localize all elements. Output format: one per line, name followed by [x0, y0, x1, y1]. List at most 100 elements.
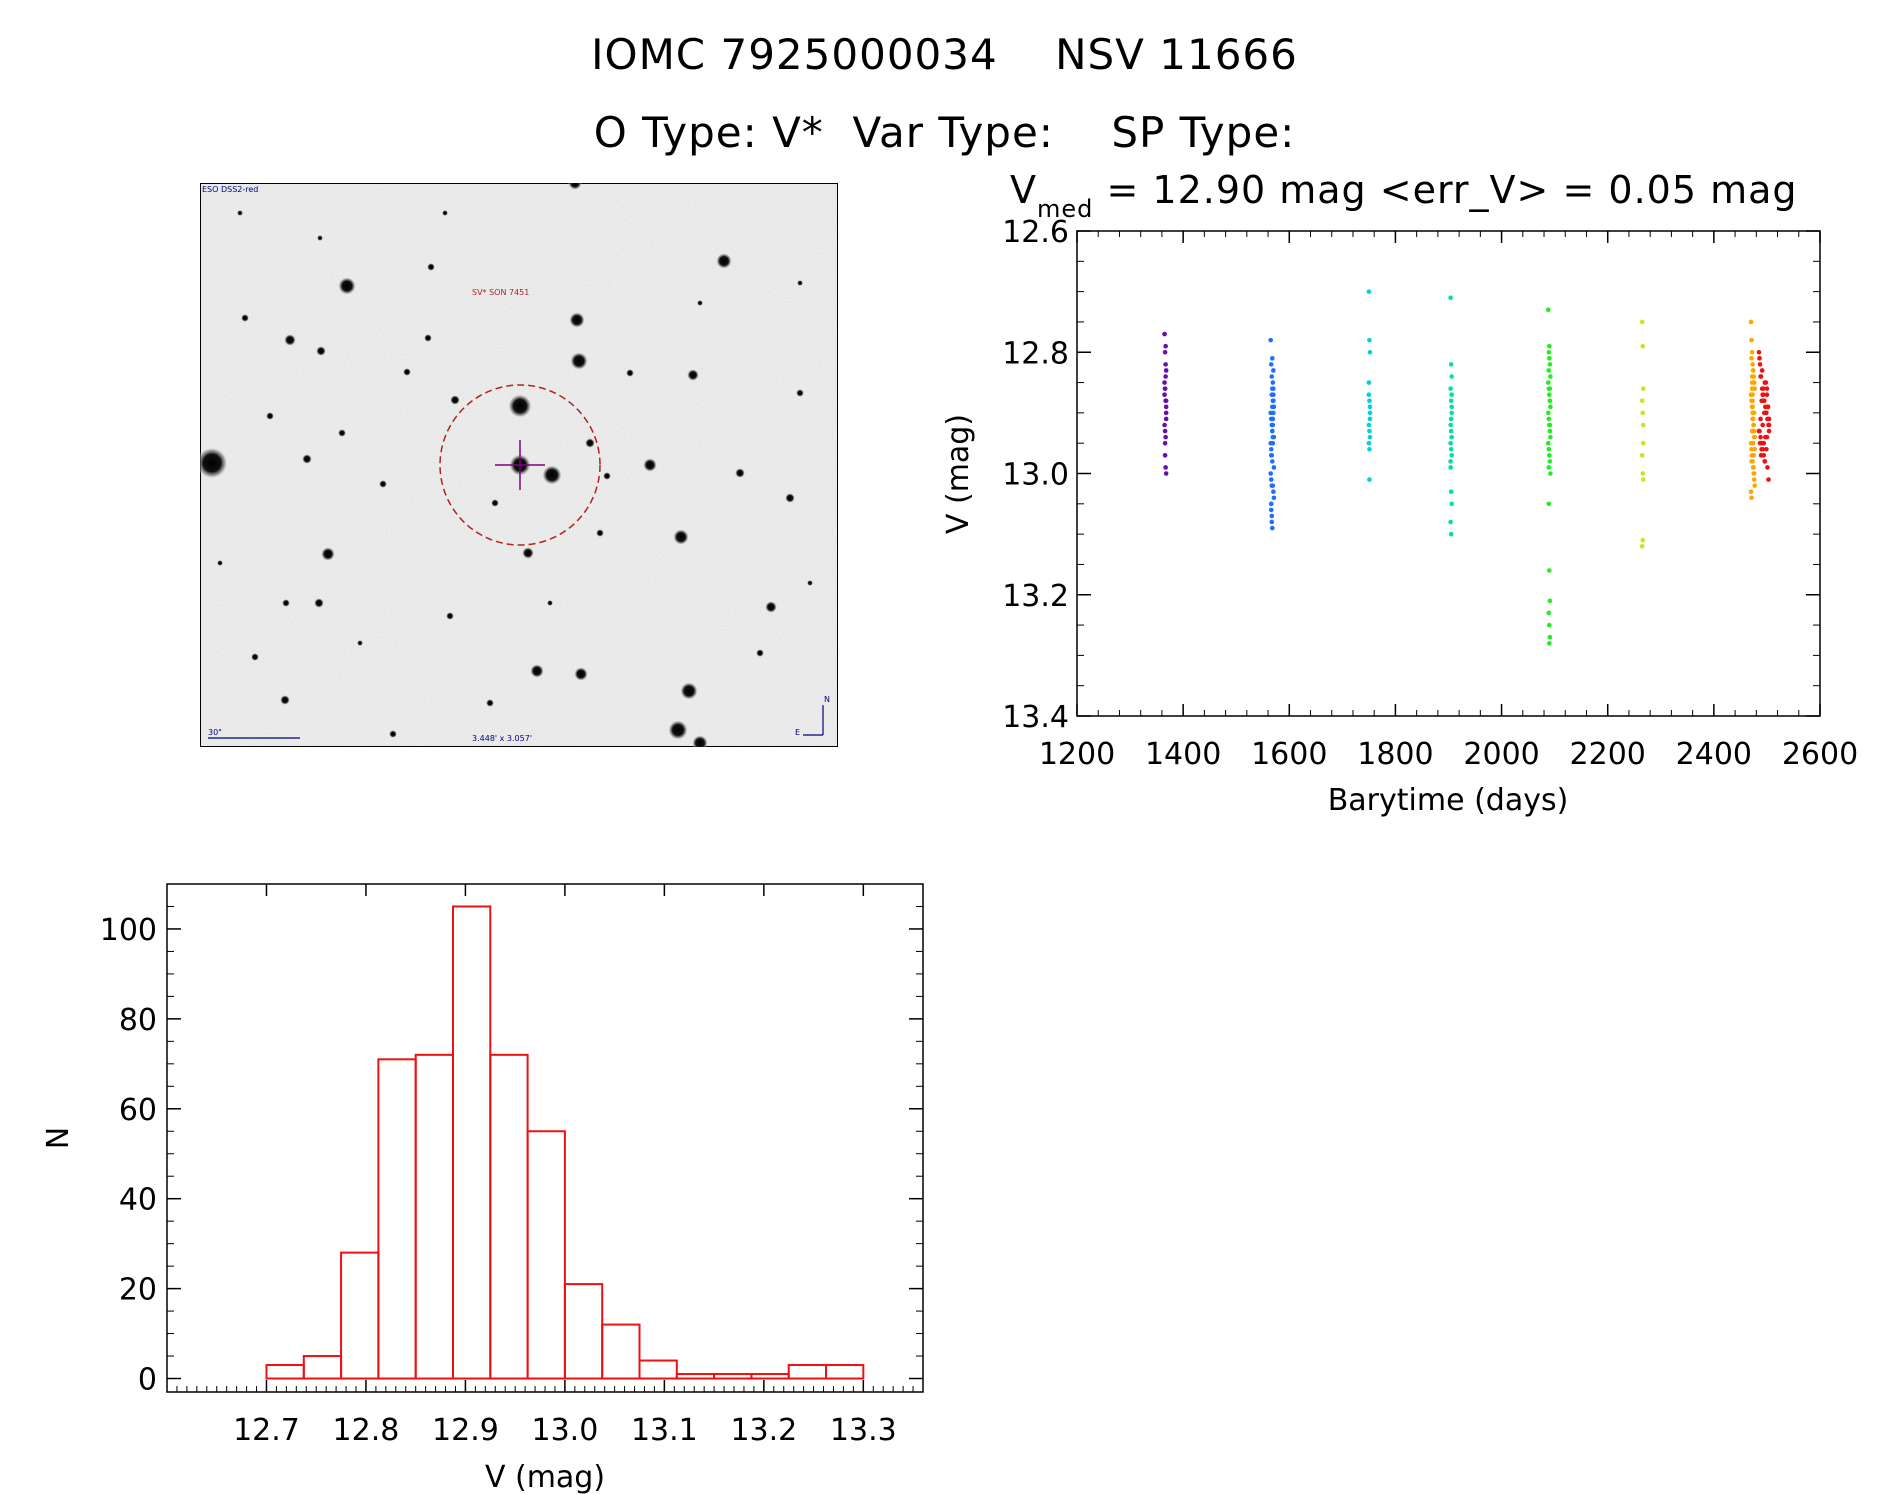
lc-data-point [1163, 362, 1168, 367]
star [446, 612, 454, 620]
star [442, 210, 448, 216]
lc-data-point [1270, 380, 1276, 385]
lc-data-point [1640, 410, 1646, 416]
lc-data-point [1547, 343, 1552, 349]
lc-data-point [1547, 356, 1552, 361]
lc-data-point [1749, 459, 1754, 464]
star [603, 472, 611, 480]
target-name-label: SV* SON 7451 [472, 288, 529, 297]
lc-data-point [1449, 501, 1454, 507]
lc-data-point [1640, 440, 1646, 446]
lc-data-point [1162, 331, 1167, 337]
lc-data-point [1269, 513, 1275, 519]
lc-data-point [1545, 440, 1551, 446]
star [241, 314, 249, 322]
star [316, 346, 326, 356]
lc-data-point [1761, 398, 1767, 404]
lc-data-point [1449, 404, 1454, 410]
star [302, 454, 312, 464]
vmed-text: = 12.90 mag <err_V> = 0.05 mag [1093, 168, 1798, 212]
field-size-label: 3.448' x 3.057' [472, 734, 532, 743]
star [338, 277, 356, 295]
figure-title-line2: O Type: V* Var Type: SP Type: [593, 108, 1296, 157]
lc-data-point [1448, 295, 1453, 300]
star [357, 640, 363, 646]
lc-data-point [1448, 531, 1454, 537]
lc-x-tick-label: 2600 [1782, 737, 1858, 772]
lc-data-point [1163, 416, 1169, 422]
star [687, 369, 699, 381]
lc-data-point [1760, 386, 1766, 391]
lc-data-point [1547, 453, 1552, 458]
lc-data-point [1548, 471, 1553, 476]
lc-data-point [1448, 428, 1454, 434]
lc-data-point [1366, 422, 1372, 428]
lc-data-point [1546, 446, 1552, 452]
star [756, 649, 764, 657]
lc-axis-ticks: 1200 1400 1600 1800 2000 2200 2400 2600 12.6 12.8… [1002, 215, 1858, 772]
lc-data-point [1547, 568, 1552, 573]
lc-data-point [1640, 386, 1646, 391]
lc-data-point [1448, 459, 1453, 464]
lc-plot-frame [1076, 230, 1821, 717]
lc-data-point [1546, 349, 1552, 355]
lc-data-point [1367, 446, 1372, 452]
lc-data-point [1763, 410, 1769, 416]
lc-data-point [1640, 422, 1646, 428]
star [522, 547, 534, 559]
lc-data-point [1546, 465, 1552, 470]
star [530, 664, 544, 678]
lc-data-point [1547, 459, 1553, 464]
lc-data-point [1547, 634, 1553, 640]
star [266, 412, 274, 420]
star [486, 699, 494, 707]
lc-data-point [1271, 489, 1276, 494]
finder-chart-image: ESO DSS2-red SV* SON 7451 30" 3.448' x 3… [200, 183, 838, 747]
lc-data-point [1546, 416, 1552, 422]
lc-data-point [1448, 489, 1454, 494]
lc-data-point [1162, 349, 1168, 355]
star [626, 369, 634, 377]
lc-data-point [1269, 374, 1275, 379]
lc-data-point [1448, 519, 1453, 525]
lc-data-point [1749, 349, 1755, 355]
north-label: N [824, 695, 830, 704]
lc-data-point [1271, 465, 1277, 470]
lc-data-point [1367, 410, 1373, 416]
lc-data-point [1751, 434, 1757, 440]
lc-data-point [1762, 380, 1768, 385]
star [716, 253, 732, 269]
star [200, 447, 228, 479]
lc-data-point [1545, 307, 1551, 313]
lc-data-point [1749, 446, 1754, 452]
lc-data-point [1271, 398, 1276, 404]
lc-data-point [1270, 404, 1275, 410]
lc-data-point [1748, 319, 1754, 325]
lc-data-point [1761, 440, 1767, 446]
star [491, 499, 499, 507]
vmed-summary: Vmed = 12.90 mag <err_V> = 0.05 mag [1010, 168, 1798, 223]
star [450, 395, 460, 405]
star [569, 312, 585, 328]
lc-data-point [1269, 392, 1275, 397]
lc-data-point [1756, 349, 1762, 355]
lc-data-point [1750, 416, 1755, 422]
star [427, 263, 435, 271]
lc-y-tick-label: 13.4 [1002, 700, 1069, 735]
lc-data-point [1268, 362, 1274, 367]
lc-data-point [1749, 428, 1755, 434]
lc-data-point [1270, 483, 1276, 488]
lc-data-point [1758, 374, 1763, 379]
lc-data-point [1270, 459, 1275, 464]
star [692, 735, 708, 747]
lc-y-tick-label: 13.0 [1002, 458, 1069, 493]
lc-data-point [1766, 422, 1772, 428]
lc-data-point [1759, 446, 1764, 452]
lc-data-point [1162, 453, 1168, 458]
lc-data-point [1367, 477, 1372, 482]
lc-data-point [1163, 465, 1168, 470]
lc-data-point [1764, 446, 1769, 452]
lc-data-point [1748, 489, 1754, 494]
lc-data-point [1760, 422, 1765, 428]
